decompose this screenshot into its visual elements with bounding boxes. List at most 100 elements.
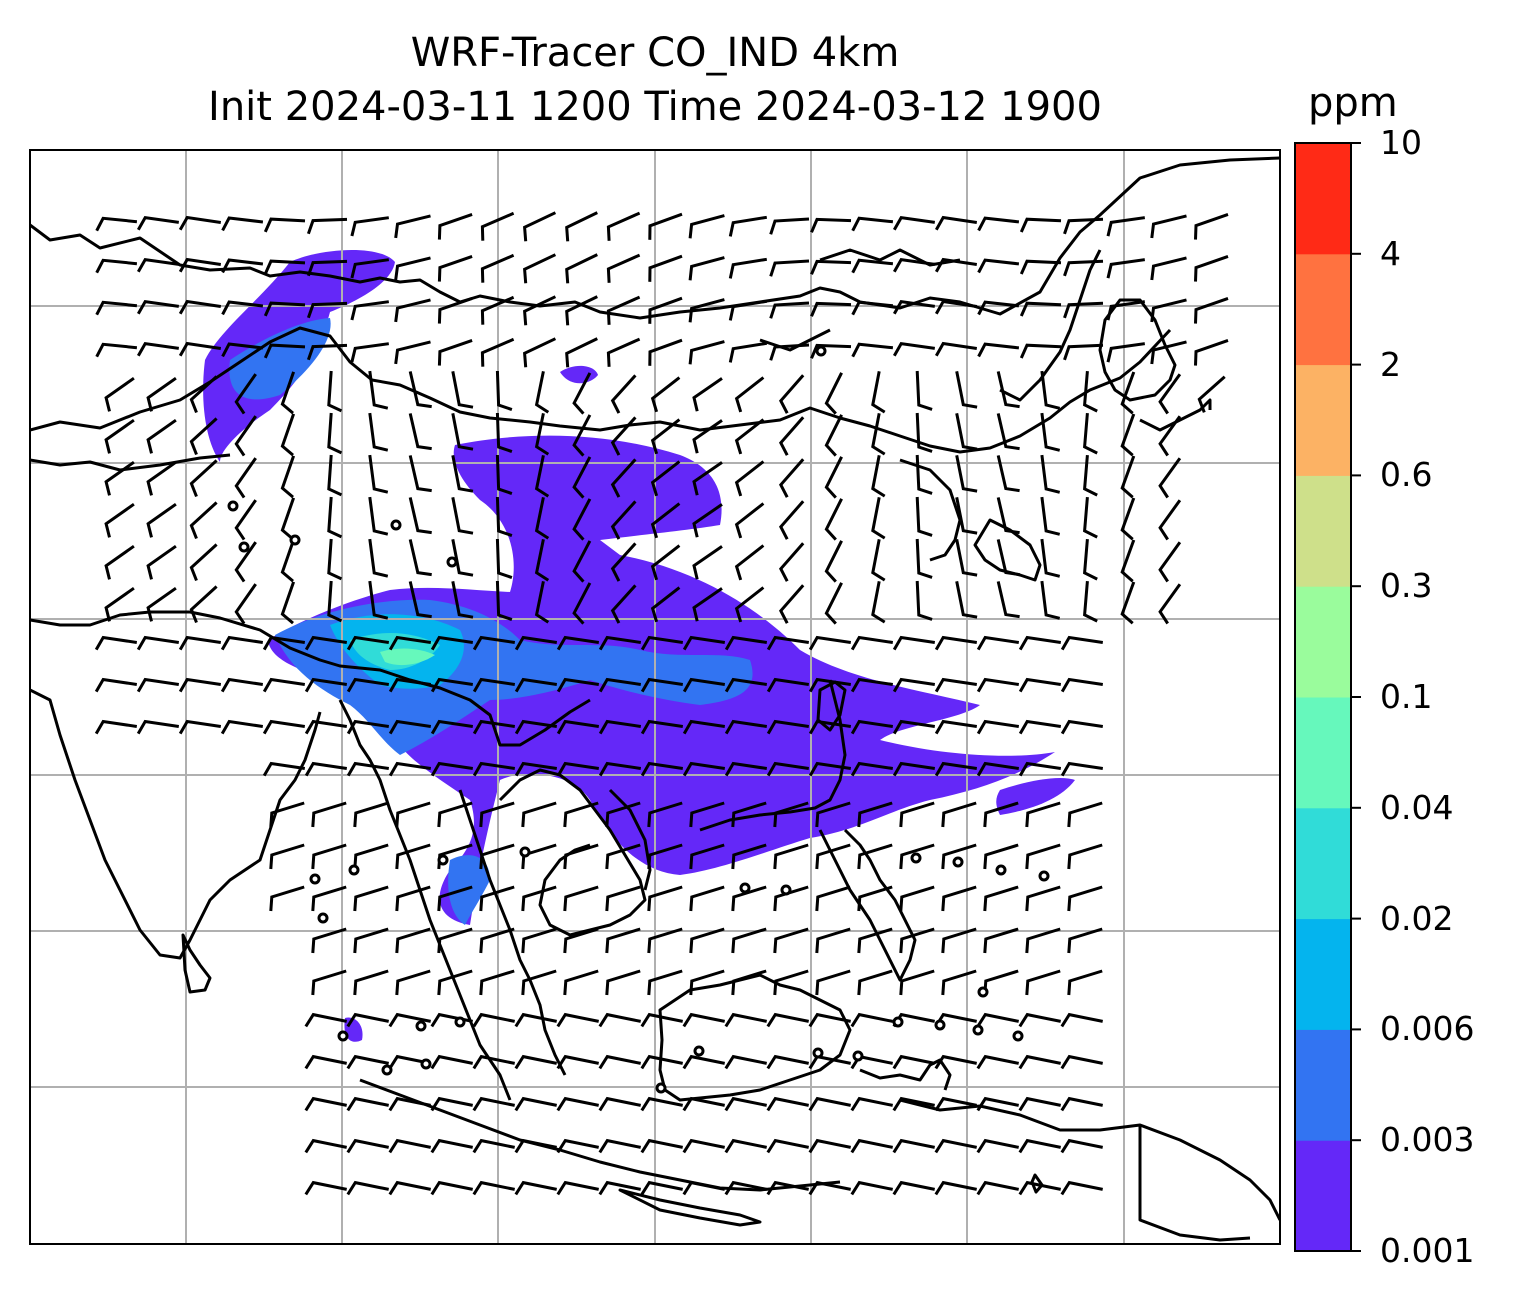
calm-wind-marker <box>780 884 792 896</box>
wind-barb <box>1040 496 1061 536</box>
wind-barb <box>146 544 177 580</box>
wind-barb <box>851 342 894 358</box>
wind-barb <box>388 1012 431 1028</box>
wind-barb <box>495 454 513 496</box>
wind-barb <box>976 1180 1019 1196</box>
wind-barb <box>1106 258 1146 279</box>
wind-barb <box>408 581 432 619</box>
calm-wind-marker <box>892 1016 904 1028</box>
calm-wind-marker <box>415 1020 427 1032</box>
wind-barb <box>824 498 843 541</box>
wind-barb <box>1158 583 1182 625</box>
wind-barb <box>850 635 894 651</box>
wind-barb <box>815 801 851 828</box>
wind-barb <box>650 418 681 455</box>
wind-barb <box>934 1138 977 1154</box>
wind-barb <box>648 212 683 240</box>
wind-barb <box>769 217 810 235</box>
wind-barb <box>824 456 843 499</box>
wind-barb <box>915 370 933 411</box>
wind-barb <box>234 373 257 415</box>
wind-barb <box>388 635 432 651</box>
colorbar-segment <box>1295 253 1351 366</box>
calm-wind-marker <box>238 541 250 553</box>
wind-barb <box>640 635 684 651</box>
wind-barb <box>857 843 893 870</box>
colorbar-segment <box>1295 1029 1351 1141</box>
wind-barb <box>857 969 893 996</box>
wind-barb <box>262 677 306 693</box>
wind-barb <box>408 413 432 451</box>
wind-barb <box>430 635 474 651</box>
wind-barb <box>514 635 558 651</box>
wind-barb <box>178 677 222 693</box>
colorbar-segment <box>1295 697 1351 809</box>
wind-barb <box>514 761 558 777</box>
wind-barb <box>523 211 557 242</box>
wind-barb <box>977 342 1020 358</box>
wind-barb <box>556 1180 599 1196</box>
wind-barb <box>892 1180 935 1196</box>
wind-barb <box>1150 256 1187 281</box>
wind-barb <box>682 719 726 735</box>
wind-barb <box>640 1012 683 1028</box>
calm-wind-marker <box>420 1058 432 1070</box>
wind-barb <box>480 295 515 325</box>
wind-barb <box>773 801 809 828</box>
wind-barb <box>724 1138 767 1154</box>
calm-wind-marker <box>995 864 1007 876</box>
wind-barb <box>810 217 852 233</box>
wind-barb <box>280 371 296 415</box>
wind-barb <box>766 1138 809 1154</box>
wind-barb <box>810 301 852 317</box>
wind-barb <box>304 677 348 693</box>
wind-barb <box>388 1138 431 1154</box>
wind-barb <box>327 538 343 581</box>
wind-barb <box>689 927 725 954</box>
wind-barb <box>728 299 768 321</box>
wind-barb <box>136 719 180 735</box>
wind-barb <box>346 1180 389 1196</box>
wind-barb <box>1067 969 1103 996</box>
tracer-concentration-field <box>203 249 1075 1042</box>
wind-barb <box>871 413 886 456</box>
wind-barb <box>495 370 513 412</box>
wind-barb <box>451 539 474 577</box>
wind-barb <box>983 843 1019 870</box>
wind-barb <box>368 370 389 410</box>
wind-barb <box>1018 635 1062 651</box>
wind-barb <box>778 500 805 540</box>
wind-barb <box>850 1096 893 1112</box>
wind-barb <box>689 801 725 828</box>
wind-barb <box>598 1054 641 1070</box>
colorbar-unit-label: ppm <box>1308 80 1398 126</box>
wind-barb <box>692 377 723 412</box>
wind-barb <box>1063 343 1104 361</box>
wind-barb <box>388 677 432 693</box>
wind-barb <box>996 455 1020 493</box>
wind-barb <box>189 459 218 498</box>
colorbar-segment <box>1295 364 1351 476</box>
wind-barb <box>1060 1096 1103 1112</box>
wind-barb <box>647 927 683 954</box>
wind-barb <box>1018 1054 1061 1070</box>
calm-wind-marker <box>693 1045 705 1057</box>
wind-barb <box>311 885 347 912</box>
wind-barb <box>437 801 473 828</box>
wind-barb <box>521 969 557 996</box>
wind-barb <box>472 635 516 651</box>
wind-barb <box>1025 885 1061 912</box>
wind-barb <box>1025 969 1061 996</box>
chart-title-line2: Init 2024-03-11 1200 Time 2024-03-12 190… <box>208 84 1102 130</box>
wind-barb <box>1063 301 1104 319</box>
wind-barb <box>311 927 347 954</box>
wind-barb <box>1120 371 1136 415</box>
wind-barb <box>95 258 138 274</box>
wind-barb <box>472 1180 515 1196</box>
wind-barb <box>1083 412 1098 455</box>
wind-barb <box>437 254 473 282</box>
wind-barb <box>606 337 641 367</box>
wind-barb <box>815 927 851 954</box>
wind-barb <box>388 761 432 777</box>
wind-barb <box>976 719 1020 735</box>
